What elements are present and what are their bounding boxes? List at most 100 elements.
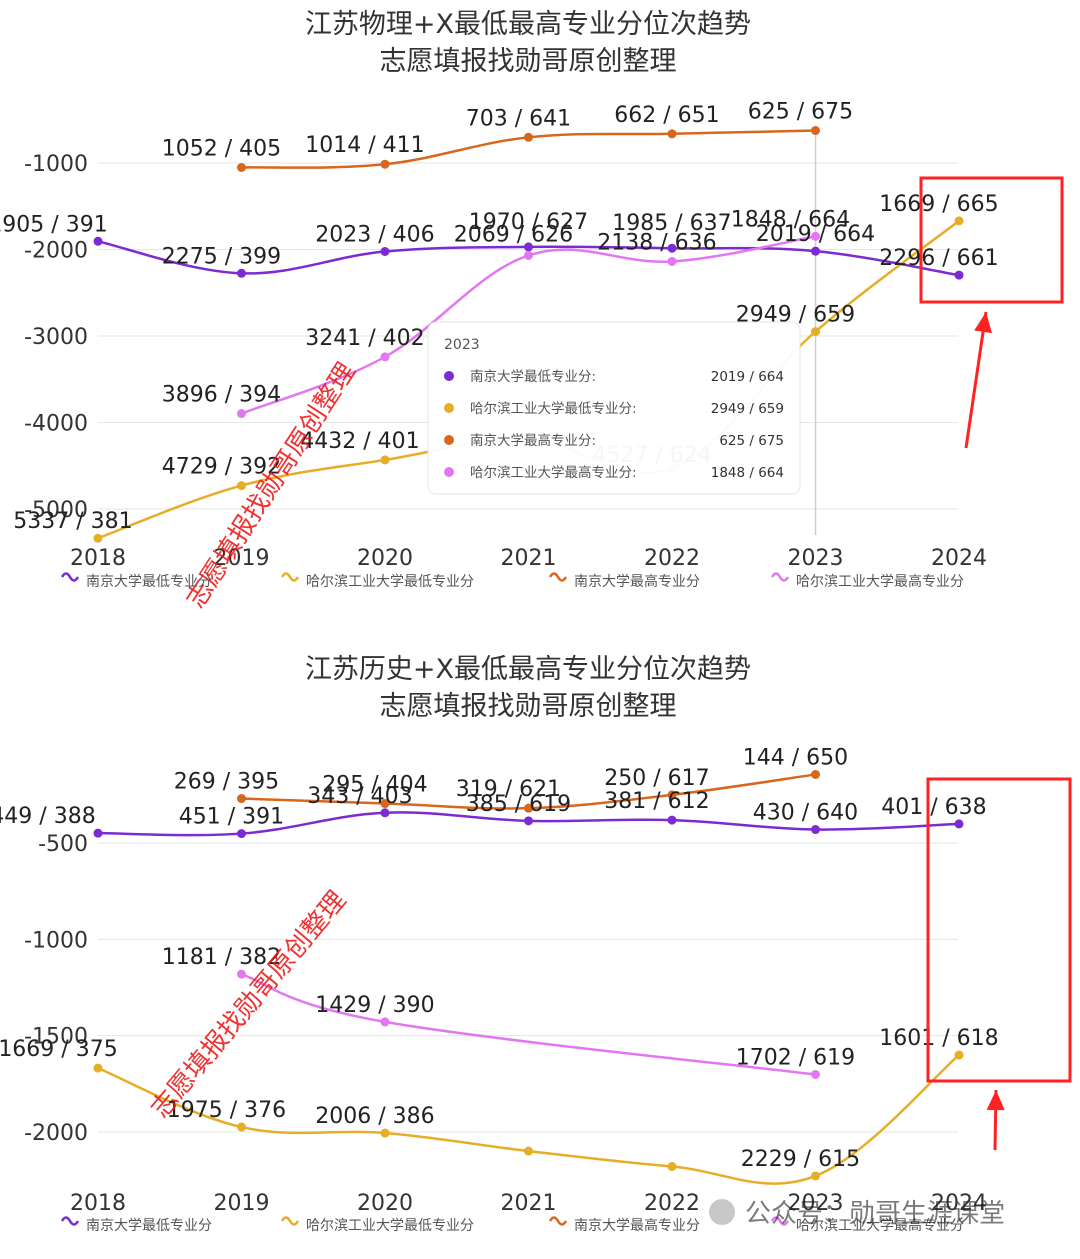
chart2-subtitle: 志愿填报找勋哥原创整理 [380,691,677,722]
y-tick-label: -1000 [24,152,88,177]
data-point [524,250,533,260]
chart2-title: 江苏历史+X最低最高专业分位次趋势 [305,654,751,685]
highlight-box [919,176,1064,304]
tooltip-row-value: 2949 / 659 [711,401,784,417]
tooltip-dot [444,467,454,477]
data-point [811,1171,820,1181]
legend-label: 南京大学最高专业分 [574,573,700,590]
x-tick-label: 2024 [931,546,987,571]
tooltip-dot [444,403,454,413]
tooltip-row-value: 1848 / 664 [711,465,784,481]
legend-swatch [280,1216,300,1226]
data-label: 343 / 403 [307,784,412,809]
data-label: 1052 / 405 [162,136,281,161]
data-point [237,162,246,172]
data-point [237,969,246,979]
legend-swatch [60,572,80,582]
x-tick-label: 2018 [70,1191,126,1216]
legend-label: 南京大学最高专业分 [574,1217,700,1234]
data-point [524,132,533,142]
data-point [380,159,390,169]
data-point [667,256,677,266]
y-tick-label: -3000 [24,325,88,350]
tooltip-row-value: 625 / 675 [719,433,784,449]
data-point [524,1146,533,1156]
data-label: 144 / 650 [743,745,848,770]
tooltip-row-label: 南京大学最高专业分: [470,432,596,449]
chart1-subtitle: 志愿填报找勋哥原创整理 [380,46,677,77]
tooltip: 2023 南京大学最低专业分: 2019 / 664 哈尔滨工业大学最低专业分: 294… [427,321,801,495]
data-label: 401 / 638 [881,795,986,820]
data-label: 1848 / 664 [731,207,850,232]
data-label: 1975 / 376 [167,1098,286,1123]
data-label: 269 / 395 [174,770,279,795]
x-tick-label: 2018 [70,546,126,571]
data-label: 703 / 641 [466,106,571,131]
data-label: 381 / 612 [604,789,709,814]
y-tick-label: -500 [38,832,88,857]
x-tick-label: 2022 [644,546,700,571]
data-point [93,1063,103,1073]
legend-swatch [280,572,300,582]
legend-label: 哈尔滨工业大学最高专业分 [796,1217,964,1234]
data-label: 625 / 675 [748,100,853,125]
legend-label: 南京大学最低专业分 [86,574,212,590]
data-point [380,1128,390,1138]
data-point [667,129,677,139]
data-point [667,1162,677,1172]
arrow-head [986,1090,1005,1111]
data-label: 3896 / 394 [162,383,281,408]
wechat-icon [709,1199,735,1225]
legend-swatch [770,1216,790,1226]
x-tick-label: 2023 [788,546,844,571]
data-label: 662 / 651 [614,103,719,128]
data-point [237,268,246,278]
data-label: 5337 / 381 [13,509,132,534]
tooltip-row-label: 哈尔滨工业大学最高专业分: [470,464,637,481]
data-label: 385 / 619 [466,792,571,817]
arrow-shaft [964,311,988,449]
y-tick-label: -1500 [24,1025,88,1050]
y-tick-label: -2000 [24,239,88,264]
data-point [93,828,103,838]
data-label: 2023 / 406 [315,223,434,248]
y-tick-label: -4000 [24,412,88,437]
x-tick-label: 2021 [501,1191,557,1216]
data-label: 451 / 391 [179,805,284,830]
tooltip-row-label: 哈尔滨工业大学最低专业分: [470,401,637,417]
credit-text: 公众号：勋哥生涯课堂 [745,1199,1005,1229]
data-label: 1181 / 382 [162,945,281,970]
series-line [241,972,816,1076]
data-point [954,1050,964,1060]
data-label: 2069 / 626 [454,222,573,247]
data-label: 1905 / 391 [0,212,108,237]
data-point [380,455,390,465]
data-label: 250 / 617 [604,766,709,791]
data-point [237,409,246,419]
x-tick-label: 2019 [214,1191,270,1216]
tooltip-row-label: 南京大学最低专业分: [470,369,596,385]
data-label: 1669 / 375 [0,1037,118,1062]
data-point [93,533,103,543]
data-point [811,126,820,136]
data-point [380,1017,390,1027]
legend-swatch [770,572,790,582]
x-tick-label: 2023 [788,1191,844,1216]
data-label: 4729 / 392 [162,455,281,480]
legend-swatch [548,572,568,582]
data-point [811,246,820,256]
data-point [954,270,964,280]
data-label: 2138 / 636 [597,230,716,255]
x-tick-label: 2022 [644,1191,700,1216]
data-label: 319 / 621 [456,777,561,802]
legend-swatch [548,1216,568,1226]
data-point [524,803,533,813]
data-label: 1702 / 619 [736,1045,855,1070]
data-label: 449 / 388 [0,804,96,829]
x-tick-label: 2020 [357,1191,413,1216]
arrow-head [974,312,992,334]
data-point [811,231,820,241]
data-point [667,815,677,825]
data-label: 3241 / 402 [305,326,424,351]
data-point [237,829,246,839]
